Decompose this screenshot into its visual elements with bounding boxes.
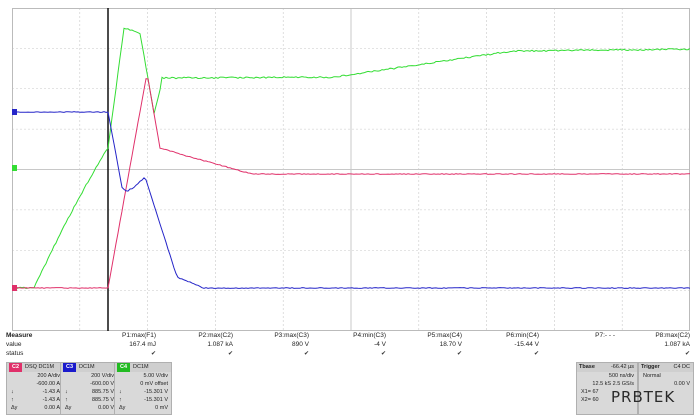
delta-c2: 0.00 A: [44, 405, 60, 411]
cursor2-c3: 885.75 V: [92, 397, 114, 403]
cursor-up-icon: ↑: [119, 396, 122, 404]
marker-c4-icon[interactable]: [12, 165, 17, 171]
status-check-icon: ✔: [86, 350, 156, 357]
measure-value-p4: -4 V: [316, 341, 386, 348]
trigger-channel: C4 DC: [673, 363, 690, 372]
cursor-x1-label: X1=: [581, 389, 591, 395]
measure-value-p3: 890 V: [239, 341, 309, 348]
measure-header-label: Measure: [6, 332, 32, 339]
delta-label: Δy: [65, 404, 71, 412]
marker-c2-icon[interactable]: [12, 285, 17, 291]
channel-descriptor-bar: C2 DSQ DC1M 200 A/div -600.00 A ↓ -1.43 A …: [0, 360, 699, 416]
cursor-x1-value: 67: [592, 389, 598, 395]
marker-c3-icon[interactable]: [12, 109, 17, 115]
coupling-c4: DC1M: [133, 364, 149, 370]
measure-header-row: Measure P1:max(F1) P2:max(C2) P3:max(C3)…: [0, 332, 699, 340]
cursor-down-icon: ↓: [11, 388, 14, 396]
channel-box-c2[interactable]: C2 DSQ DC1M 200 A/div -600.00 A ↓ -1.43 A …: [6, 362, 64, 415]
status-check-icon: ✔: [620, 350, 690, 357]
measure-value-p8: 1.087 kA: [620, 341, 690, 348]
measure-table: Measure P1:max(F1) P2:max(C2) P3:max(C3)…: [0, 332, 699, 360]
measure-value-p5: 18.70 V: [392, 341, 462, 348]
trigger-mode: Normal: [639, 372, 693, 380]
measure-value-p2: 1.087 kA: [163, 341, 233, 348]
measure-name-p2[interactable]: P2:max(C2): [163, 332, 233, 339]
trigger-label: Trigger: [641, 363, 660, 372]
channel-box-c3[interactable]: C3 DC1M 200 V/div -600.00 V ↓ 885.75 V ↑ 88…: [60, 362, 118, 415]
offset-c3: -600.00 V: [61, 380, 117, 388]
cursor-x2-value: 60: [592, 397, 598, 403]
delta-label: Δy: [119, 404, 125, 412]
timebase-samples: 12.5 kS 2.5 GS/s: [577, 380, 637, 388]
scale-c3: 200 V/div: [61, 372, 117, 380]
cursor-up-icon: ↑: [11, 396, 14, 404]
status-check-icon: ✔: [239, 350, 309, 357]
channel-tag-c3: C3: [63, 363, 76, 372]
scale-c4: 5.00 V/div: [115, 372, 171, 380]
cursor-down-icon: ↓: [65, 388, 68, 396]
measure-name-p1[interactable]: P1:max(F1): [86, 332, 156, 339]
measure-value-p6: -15.44 V: [469, 341, 539, 348]
measure-status-row: status ✔ ✔ ✔ ✔ ✔ ✔ ✔: [0, 350, 699, 358]
offset-c2: -600.00 A: [7, 380, 63, 388]
measure-status-label: status: [6, 350, 23, 357]
timebase-rate: 500 ns/div: [577, 372, 637, 380]
grid-lines: [12, 8, 690, 331]
cursor2-c4: -15.301 V: [144, 397, 168, 403]
cursor-down-icon: ↓: [119, 388, 122, 396]
timebase-label: Tbase: [579, 363, 595, 372]
trigger-level: 0.00 V: [639, 380, 693, 388]
timebase-delay: -66.42 µs: [611, 363, 634, 372]
coupling-c3: DC1M: [79, 364, 95, 370]
measure-name-p5[interactable]: P5:max(C4): [392, 332, 462, 339]
measure-value-row: value 167.4 mJ 1.087 kA 890 V -4 V 18.70…: [0, 341, 699, 349]
waveform-grid[interactable]: [12, 8, 690, 331]
delta-c3: 0.00 V: [98, 405, 114, 411]
delta-c4: 0 mV: [155, 405, 168, 411]
measure-name-p8[interactable]: P8:max(C2): [620, 332, 690, 339]
delta-label: Δy: [11, 404, 17, 412]
cursor2-c2: -1.43 A: [43, 397, 60, 403]
channel-box-c4[interactable]: C4 DC1M 5.00 V/div 0 mV offset ↓ -15.301 V…: [114, 362, 172, 415]
waveform-canvas: [12, 8, 690, 331]
measure-name-p6[interactable]: P6:min(C4): [469, 332, 539, 339]
status-check-icon: ✔: [163, 350, 233, 357]
measure-value-p1: 167.4 mJ: [86, 341, 156, 348]
channel-tag-c2: C2: [9, 363, 22, 372]
cursor1-c3: 885.75 V: [92, 389, 114, 395]
cursor-up-icon: ↑: [65, 396, 68, 404]
scale-c2: 200 A/div: [7, 372, 63, 380]
coupling-c2: DSQ DC1M: [25, 364, 54, 370]
measure-value-label: value: [6, 341, 22, 348]
status-check-icon: ✔: [316, 350, 386, 357]
status-check-icon: ✔: [469, 350, 539, 357]
cursor-x2-label: X2=: [581, 397, 591, 403]
cursor1-c2: -1.43 A: [43, 389, 60, 395]
measure-name-p7[interactable]: P7:- - -: [545, 332, 615, 339]
cursor1-c4: -15.301 V: [144, 389, 168, 395]
offset-c4: 0 mV offset: [115, 380, 171, 388]
status-check-icon: ✔: [392, 350, 462, 357]
measure-name-p4[interactable]: P4:min(C3): [316, 332, 386, 339]
measure-name-p3[interactable]: P3:max(C3): [239, 332, 309, 339]
channel-tag-c4: C4: [117, 363, 130, 372]
prbtek-logo: PRBTEK: [611, 388, 675, 406]
